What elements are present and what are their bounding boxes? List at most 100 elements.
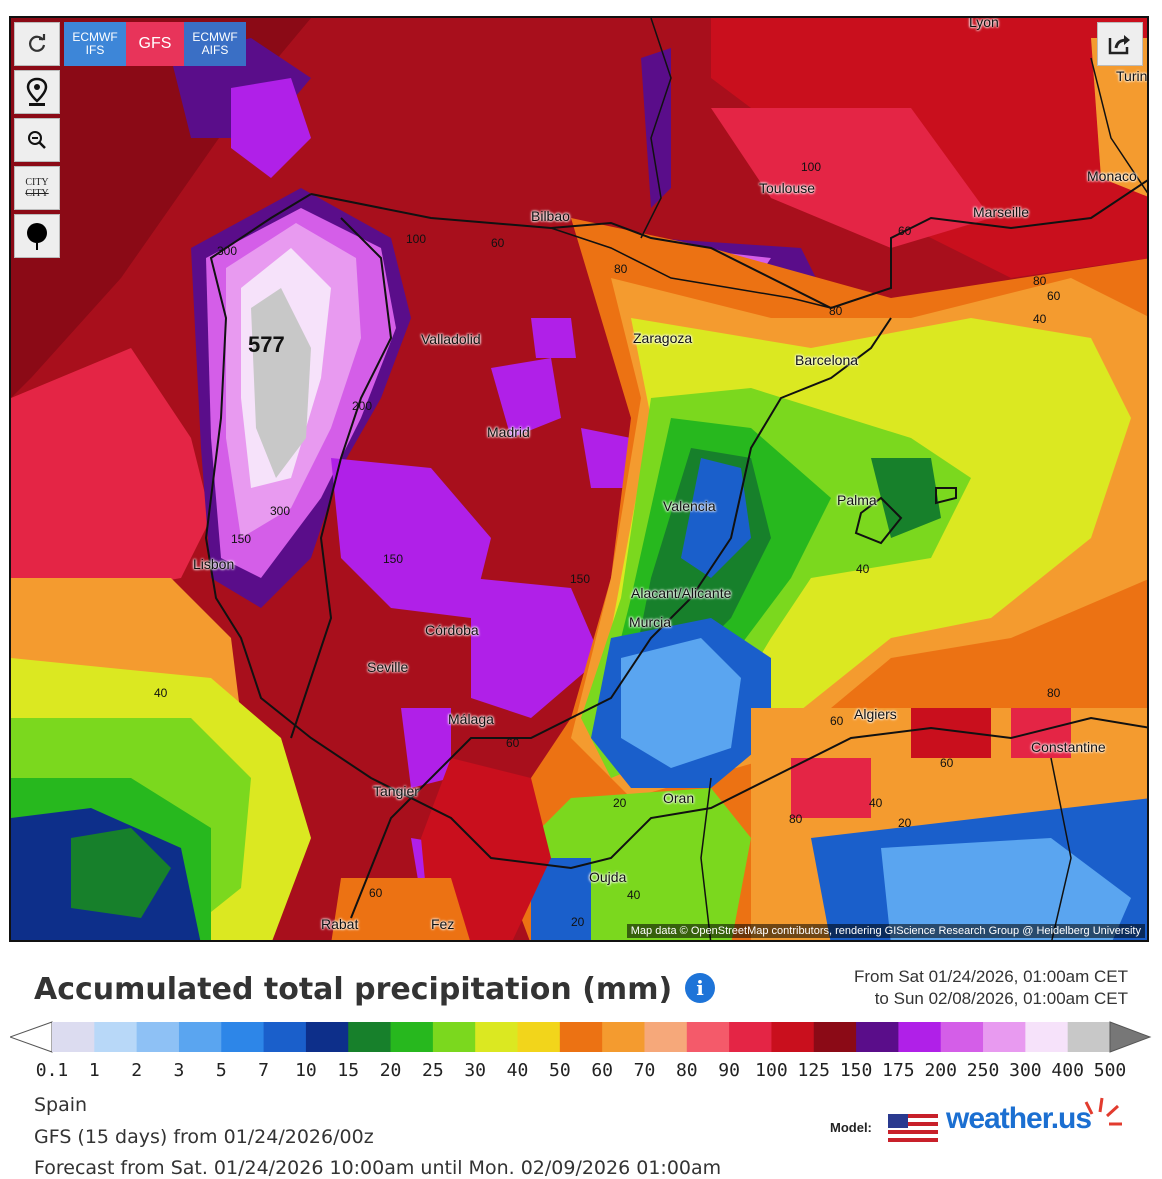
contour-label: 300 [270, 504, 291, 518]
legend-swatch [771, 1022, 815, 1052]
legend-swatch [348, 1022, 392, 1052]
legend-tick-label: 300 [1009, 1060, 1042, 1081]
city-label: Barcelona [795, 352, 859, 368]
contour-label: 40 [627, 888, 641, 902]
map-attribution[interactable]: Map data © OpenStreetMap contributors, r… [626, 924, 1145, 938]
contour-label: 100 [801, 160, 822, 174]
contour-label: 80 [1047, 686, 1061, 700]
zoom-out-icon [28, 131, 46, 149]
model-ecmwf-ifs-button[interactable]: ECMWF IFS [64, 22, 126, 66]
legend-swatch [475, 1022, 519, 1052]
city-labels-icon: CITY CITY [25, 177, 49, 199]
city-label: Constantine [1031, 739, 1106, 755]
city-label: Bilbao [531, 208, 570, 224]
city-label: Oran [663, 790, 695, 806]
legend-swatch [94, 1022, 138, 1052]
legend-tick-label: 80 [675, 1060, 698, 1081]
contour-label: 60 [491, 236, 505, 250]
legend-swatch [559, 1022, 603, 1052]
model-gfs-button[interactable]: GFS [126, 22, 184, 66]
legend-swatch [898, 1022, 942, 1052]
contour-label: 20 [571, 915, 585, 929]
legend-swatch [856, 1022, 899, 1052]
city-label: Lisbon [193, 556, 235, 572]
legend-swatch [644, 1022, 688, 1052]
legend-tick-label: 1 [88, 1060, 100, 1081]
location-button[interactable] [14, 70, 60, 114]
city-label: Turin [1116, 68, 1148, 84]
legend-tick-label: 400 [1051, 1060, 1084, 1081]
share-button[interactable] [1097, 22, 1143, 66]
legend-swatch [221, 1022, 265, 1052]
legend-tick-label: 0.1 [35, 1060, 69, 1081]
legend-swatch [602, 1022, 645, 1052]
city-label: Valladolid [421, 331, 481, 347]
contour-label: 40 [856, 562, 870, 576]
city-label: Fez [431, 916, 455, 932]
legend-swatch [52, 1022, 95, 1052]
legend-tick-label: 25 [422, 1060, 444, 1081]
contour-label: 60 [506, 736, 520, 750]
contour-label: 100 [406, 232, 427, 246]
legend-tick-label: 5 [215, 1060, 227, 1081]
zoom-out-button[interactable] [14, 118, 60, 162]
contour-label: 40 [1033, 312, 1047, 326]
legend-swatch [983, 1022, 1026, 1052]
city-label: Alacant/Alicante [631, 585, 732, 601]
contour-label: 80 [1033, 274, 1047, 288]
legend-tick-label: 250 [966, 1060, 1000, 1081]
contour-label: 200 [352, 399, 373, 413]
city-label: Seville [367, 659, 409, 675]
contour-label: 60 [369, 886, 383, 900]
city-label: Monaco [1087, 168, 1137, 184]
city-label: Murcia [629, 614, 672, 630]
legend-tick-label: 3 [173, 1060, 185, 1081]
legend-swatch [305, 1022, 349, 1052]
color-legend [10, 1021, 1152, 1053]
contour-label: 80 [614, 262, 628, 276]
legend-tick-label: 100 [755, 1060, 788, 1081]
sun-icon [1084, 1097, 1122, 1126]
legend-swatch [940, 1022, 984, 1052]
contour-label: 60 [898, 224, 912, 238]
contour-label: 150 [383, 552, 404, 566]
legend-tick-label: 7 [258, 1060, 270, 1081]
city-label: Zaragoza [633, 330, 693, 346]
legend-tick-label: 150 [839, 1060, 873, 1081]
legend-swatch [729, 1022, 772, 1052]
info-icon[interactable]: i [685, 973, 715, 1003]
location-marker-button[interactable] [14, 214, 60, 258]
city-label: Toulouse [759, 180, 816, 196]
refresh-button[interactable] [14, 22, 60, 66]
model-label: Model: [830, 1120, 872, 1135]
model-ecmwf-aifs-button[interactable]: ECMWF AIFS [184, 22, 246, 66]
legend-swatch [390, 1022, 434, 1052]
legend-swatch [813, 1022, 857, 1052]
legend-arrow-max [1109, 1021, 1152, 1053]
time-range: From Sat 01/24/2026, 01:00am CET to Sun … [853, 967, 1128, 1008]
brand-name: weather.us [946, 1102, 1092, 1135]
precipitation-map[interactable]: Lyon Turin Toulouse Monaco Marseille Bil… [9, 16, 1149, 942]
legend-tick-label: 30 [464, 1060, 487, 1081]
page-title: Accumulated total precipitation (mm) [34, 972, 673, 1007]
share-icon [1108, 35, 1130, 55]
forecast-period-label: Forecast from Sat. 01/24/2026 10:00am un… [34, 1157, 722, 1179]
city-label: Algiers [854, 706, 897, 722]
legend-swatch [686, 1022, 730, 1052]
city-label: Málaga [448, 711, 494, 727]
contour-label: 150 [570, 572, 591, 586]
contour-label: 20 [898, 816, 912, 830]
city-label: Madrid [487, 424, 530, 440]
legend-tick-label: 60 [591, 1060, 613, 1081]
legend-tick-label: 500 [1093, 1060, 1127, 1081]
contour-label: 150 [231, 532, 252, 546]
location-dot-icon [27, 223, 47, 250]
city-label: Lyon [969, 16, 999, 30]
legend-tick-label: 90 [718, 1060, 740, 1081]
city-labels-toggle[interactable]: CITY CITY [14, 166, 60, 210]
contour-label: 300 [217, 244, 238, 258]
weather-us-logo[interactable]: Model: weather.us [830, 1094, 1130, 1154]
legend-tick-label: 2 [131, 1060, 143, 1081]
contour-label: 80 [829, 304, 843, 318]
legend-swatch [1025, 1022, 1069, 1052]
